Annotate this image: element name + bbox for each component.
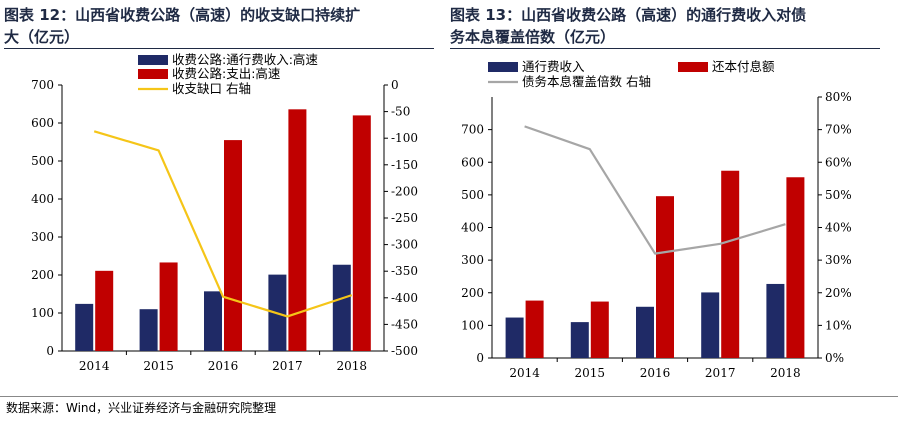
y-tick-label-right: 80% — [825, 90, 852, 104]
y-tick-label-right: -150 — [391, 158, 418, 172]
chart-panel-left: 图表 12：山西省收费公路（高速）的收支缺口持续扩 大（亿元） 0 100 200 3… — [0, 0, 440, 395]
bar-1-2016 — [656, 196, 674, 358]
chart-title-left-line2: 大（亿元） — [4, 26, 434, 49]
y-tick-label-right: 10% — [825, 318, 852, 332]
chart-right: 0 100 200 300 400 500 600 700 0% 10% 20% 30% 40% 50% 6… — [461, 59, 852, 380]
y-tick-label-left: 300 — [31, 230, 54, 244]
y-tick-label-left: 400 — [31, 192, 54, 206]
x-tick-label: 2018 — [337, 359, 368, 373]
y-tick-label-right: -100 — [391, 131, 418, 145]
chart-panel-right: 图表 13：山西省收费公路（高速）的通行费收入对债 务本息覆盖倍数（亿元） 0 1… — [446, 0, 898, 395]
bar-1-2016 — [224, 140, 242, 351]
y-tick-label-left: 0 — [46, 344, 54, 358]
chart-title-left-line1: 图表 12：山西省收费公路（高速）的收支缺口持续扩 — [4, 6, 361, 24]
y-tick-label-left: 700 — [31, 78, 54, 92]
bar-0-2015 — [139, 309, 158, 351]
bar-1-2018 — [786, 177, 805, 358]
legend-label-1: 还本付息额 — [712, 59, 775, 74]
x-tick-label: 2017 — [272, 359, 303, 373]
legend-swatch-1 — [138, 69, 168, 79]
bar-1-2015 — [590, 301, 609, 358]
bar-1-2014 — [525, 300, 544, 358]
y-tick-label-right: 0% — [825, 351, 844, 365]
y-tick-label-left: 200 — [31, 268, 54, 282]
chart-title-right: 图表 13：山西省收费公路（高速）的通行费收入对债 务本息覆盖倍数（亿元） — [450, 4, 880, 49]
y-tick-label-right: -300 — [391, 238, 418, 252]
x-tick-label: 2015 — [575, 366, 606, 380]
y-tick-label-right: 20% — [825, 286, 852, 300]
bar-1-2017 — [288, 109, 307, 351]
x-tick-label: 2014 — [509, 366, 540, 380]
bar-0-2016 — [204, 291, 222, 351]
legend-label-0: 收费公路:通行费收入:高速 — [172, 52, 318, 67]
y-tick-label-right: -400 — [391, 291, 418, 305]
line-series-2 — [93, 130, 353, 318]
x-tick-label: 2016 — [208, 359, 239, 373]
source-note: 数据来源：Wind，兴业证券经济与金融研究院整理 — [6, 401, 277, 415]
bar-0-2018 — [332, 264, 351, 351]
y-tick-label-left: 300 — [461, 253, 484, 267]
y-tick-label-left: 0 — [476, 351, 484, 365]
y-tick-label-right: 50% — [825, 188, 852, 202]
y-tick-label-left: 500 — [31, 154, 54, 168]
bar-0-2015 — [570, 322, 589, 358]
x-tick-label: 2015 — [143, 359, 174, 373]
x-tick-label: 2014 — [79, 359, 110, 373]
legend-swatch-1 — [678, 62, 708, 72]
y-tick-label-right: -200 — [391, 184, 418, 198]
y-tick-label-left: 400 — [461, 221, 484, 235]
x-tick-label: 2016 — [640, 366, 671, 380]
bar-0-2017 — [701, 292, 720, 358]
y-tick-label-left: 200 — [461, 286, 484, 300]
legend-label-2: 债务本息覆盖倍数 右轴 — [522, 74, 651, 89]
y-tick-label-right: -50 — [391, 105, 410, 119]
y-tick-label-right: -350 — [391, 264, 418, 278]
x-tick-label: 2017 — [705, 366, 736, 380]
y-tick-label-right: -500 — [391, 344, 418, 358]
bar-1-2018 — [352, 115, 371, 352]
y-tick-label-left: 700 — [461, 123, 484, 137]
bar-0-2014 — [75, 303, 94, 351]
bar-1-2014 — [95, 270, 114, 351]
bar-0-2014 — [505, 317, 524, 358]
y-tick-label-left: 500 — [461, 188, 484, 202]
chart-title-right-line1: 图表 13：山西省收费公路（高速）的通行费收入对债 — [450, 6, 807, 24]
bar-1-2017 — [721, 170, 740, 358]
footer-divider — [0, 396, 898, 397]
y-tick-label-right: 60% — [825, 155, 852, 169]
y-tick-label-left: 100 — [31, 306, 54, 320]
bar-1-2015 — [159, 262, 178, 351]
y-tick-label-right: 40% — [825, 221, 852, 235]
line-series-2 — [524, 125, 786, 255]
y-tick-label-right: -450 — [391, 317, 418, 331]
y-tick-label-right: -250 — [391, 211, 418, 225]
chart-title-right-line2: 务本息覆盖倍数（亿元） — [450, 26, 880, 49]
chart-title-left: 图表 12：山西省收费公路（高速）的收支缺口持续扩 大（亿元） — [4, 4, 434, 49]
x-tick-label: 2018 — [770, 366, 801, 380]
chart-left: 0100200300400500600700-500-450-400-350-3… — [31, 52, 418, 373]
y-tick-label-left: 600 — [461, 155, 484, 169]
legend-swatch-0 — [488, 62, 518, 72]
legend-label-2: 收支缺口 右轴 — [172, 81, 251, 96]
bar-0-2016 — [636, 306, 654, 358]
y-tick-label-left: 100 — [461, 318, 484, 332]
legend-swatch-0 — [138, 55, 168, 65]
bar-0-2018 — [766, 283, 785, 358]
y-tick-label-left: 600 — [31, 116, 54, 130]
y-tick-label-right: 0 — [391, 78, 399, 92]
y-tick-label-right: 70% — [825, 123, 852, 137]
legend-label-0: 通行费收入 — [522, 59, 585, 74]
legend-label-1: 收费公路:支出:高速 — [172, 66, 281, 81]
y-tick-label-right: 30% — [825, 253, 852, 267]
